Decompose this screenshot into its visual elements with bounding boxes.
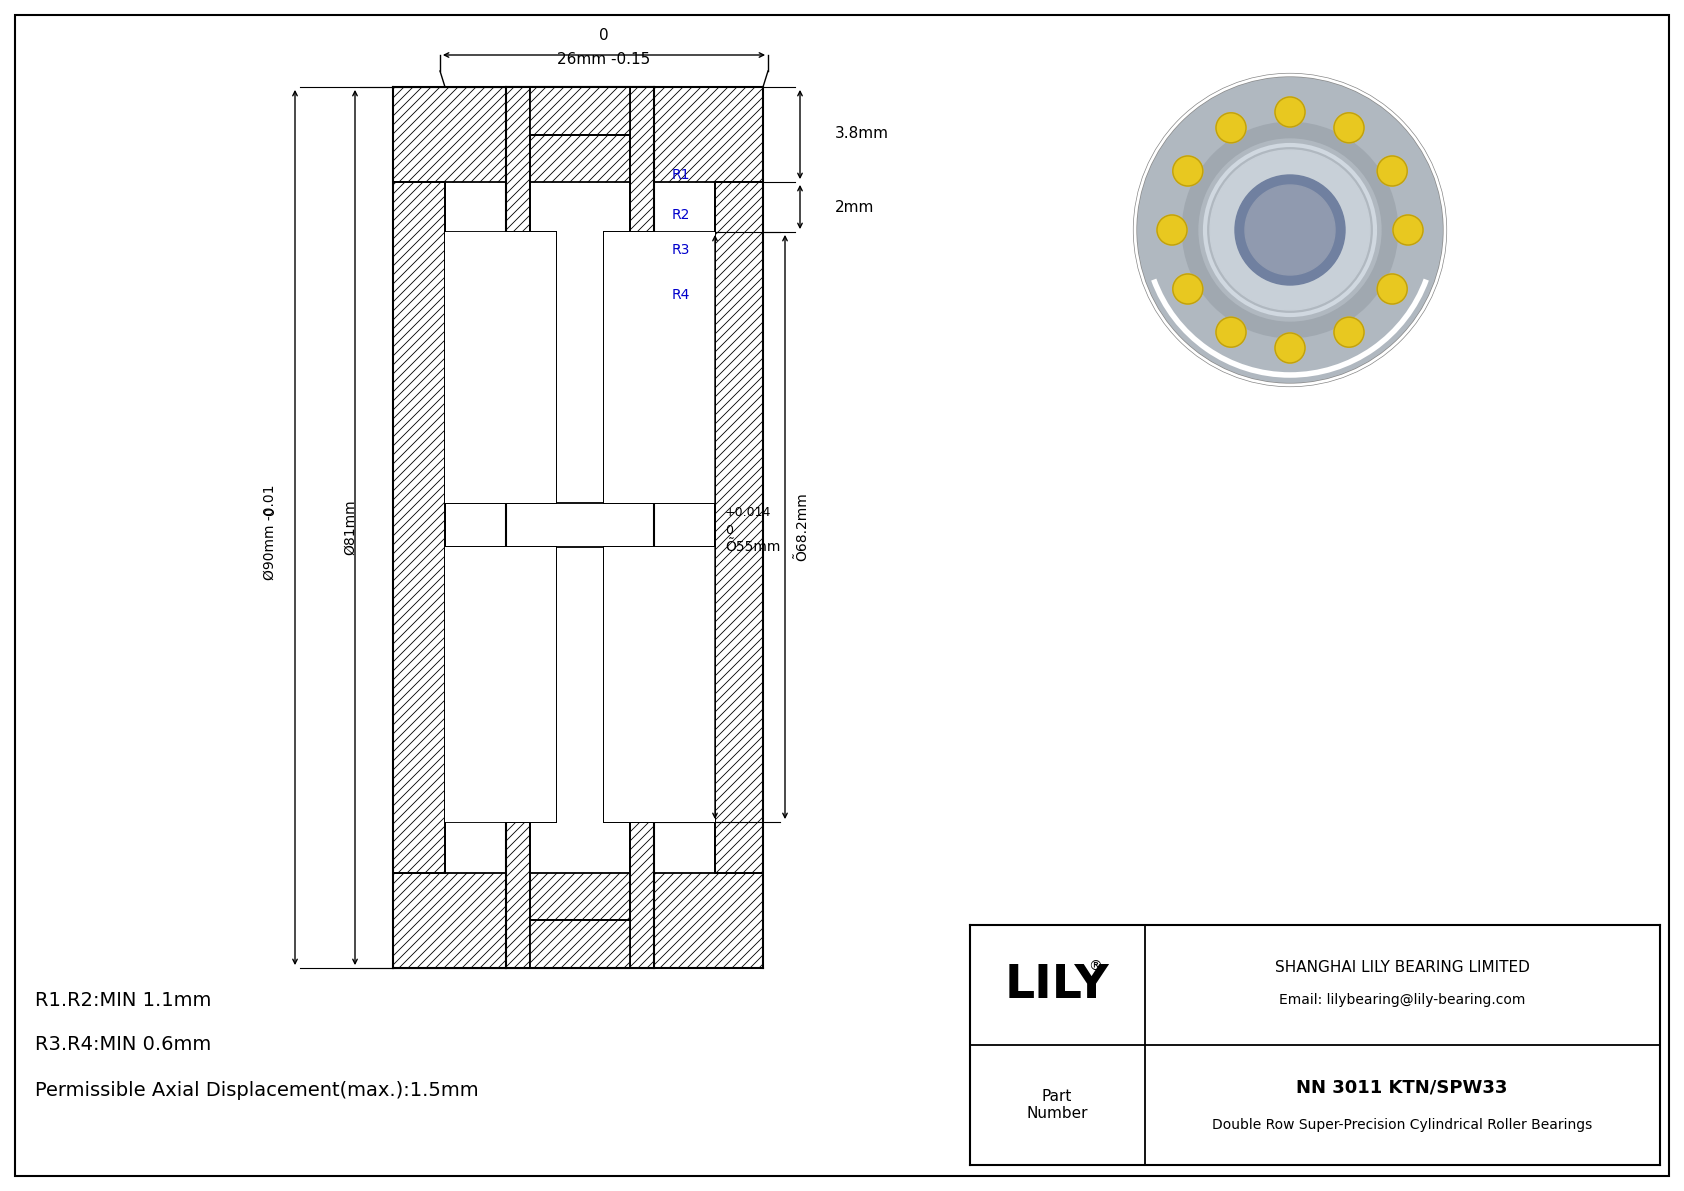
Bar xyxy=(445,232,556,503)
Bar xyxy=(392,87,763,968)
Bar xyxy=(505,822,530,968)
Text: Part
Number: Part Number xyxy=(1026,1089,1088,1121)
Circle shape xyxy=(1157,216,1187,245)
Text: LILY: LILY xyxy=(1005,962,1110,1008)
Bar xyxy=(605,547,716,822)
Circle shape xyxy=(1378,156,1408,186)
Text: R1.R2:MIN 1.1mm: R1.R2:MIN 1.1mm xyxy=(35,991,212,1010)
Bar xyxy=(505,87,530,232)
Text: R3.R4:MIN 0.6mm: R3.R4:MIN 0.6mm xyxy=(35,1035,210,1054)
Text: NN 3011 KTN/SPW33: NN 3011 KTN/SPW33 xyxy=(1297,1078,1507,1096)
Bar xyxy=(605,547,653,822)
Text: Double Row Super-Precision Cylindrical Roller Bearings: Double Row Super-Precision Cylindrical R… xyxy=(1212,1118,1591,1131)
Text: SHANGHAI LILY BEARING LIMITED: SHANGHAI LILY BEARING LIMITED xyxy=(1275,960,1529,974)
Bar xyxy=(505,232,556,503)
Text: Ø90mm -0.01: Ø90mm -0.01 xyxy=(263,485,276,580)
Text: 0: 0 xyxy=(263,507,276,517)
Text: 0: 0 xyxy=(726,524,733,536)
Circle shape xyxy=(1393,216,1423,245)
Bar xyxy=(392,873,763,968)
Text: Õ68.2mm: Õ68.2mm xyxy=(795,493,808,561)
Bar xyxy=(630,87,653,232)
Circle shape xyxy=(1334,317,1364,348)
Circle shape xyxy=(1172,156,1202,186)
Text: +0.014: +0.014 xyxy=(726,505,771,518)
Bar xyxy=(605,232,653,503)
Circle shape xyxy=(1378,274,1408,304)
Bar xyxy=(630,822,653,968)
Text: Permissible Axial Displacement(max.):1.5mm: Permissible Axial Displacement(max.):1.5… xyxy=(35,1080,478,1099)
Text: R2: R2 xyxy=(672,208,690,222)
Bar xyxy=(605,232,716,503)
Text: R3: R3 xyxy=(672,243,690,257)
Bar xyxy=(392,182,445,873)
Circle shape xyxy=(1234,175,1346,285)
Circle shape xyxy=(1275,333,1305,363)
Text: R1: R1 xyxy=(672,168,690,182)
Bar xyxy=(530,919,630,968)
Bar xyxy=(716,182,763,873)
Bar xyxy=(505,547,556,822)
Circle shape xyxy=(1211,150,1371,310)
Text: R4: R4 xyxy=(672,288,690,303)
Circle shape xyxy=(1172,274,1202,304)
Text: Email: lilybearing@lily-bearing.com: Email: lilybearing@lily-bearing.com xyxy=(1278,993,1526,1008)
Text: 0: 0 xyxy=(600,27,610,43)
Circle shape xyxy=(1135,75,1445,385)
Circle shape xyxy=(1244,185,1335,275)
Text: ®: ® xyxy=(1088,960,1101,974)
Circle shape xyxy=(1275,96,1305,127)
Bar xyxy=(445,547,556,822)
Circle shape xyxy=(1216,317,1246,348)
Circle shape xyxy=(1334,113,1364,143)
Text: Õ55mm: Õ55mm xyxy=(726,540,780,554)
Circle shape xyxy=(1216,113,1246,143)
Text: 3.8mm: 3.8mm xyxy=(835,126,889,142)
Text: Ø81mm: Ø81mm xyxy=(344,499,357,555)
Text: 26mm -0.15: 26mm -0.15 xyxy=(557,52,650,68)
Bar xyxy=(392,87,763,182)
Text: 2mm: 2mm xyxy=(835,200,874,214)
Bar xyxy=(530,87,630,135)
